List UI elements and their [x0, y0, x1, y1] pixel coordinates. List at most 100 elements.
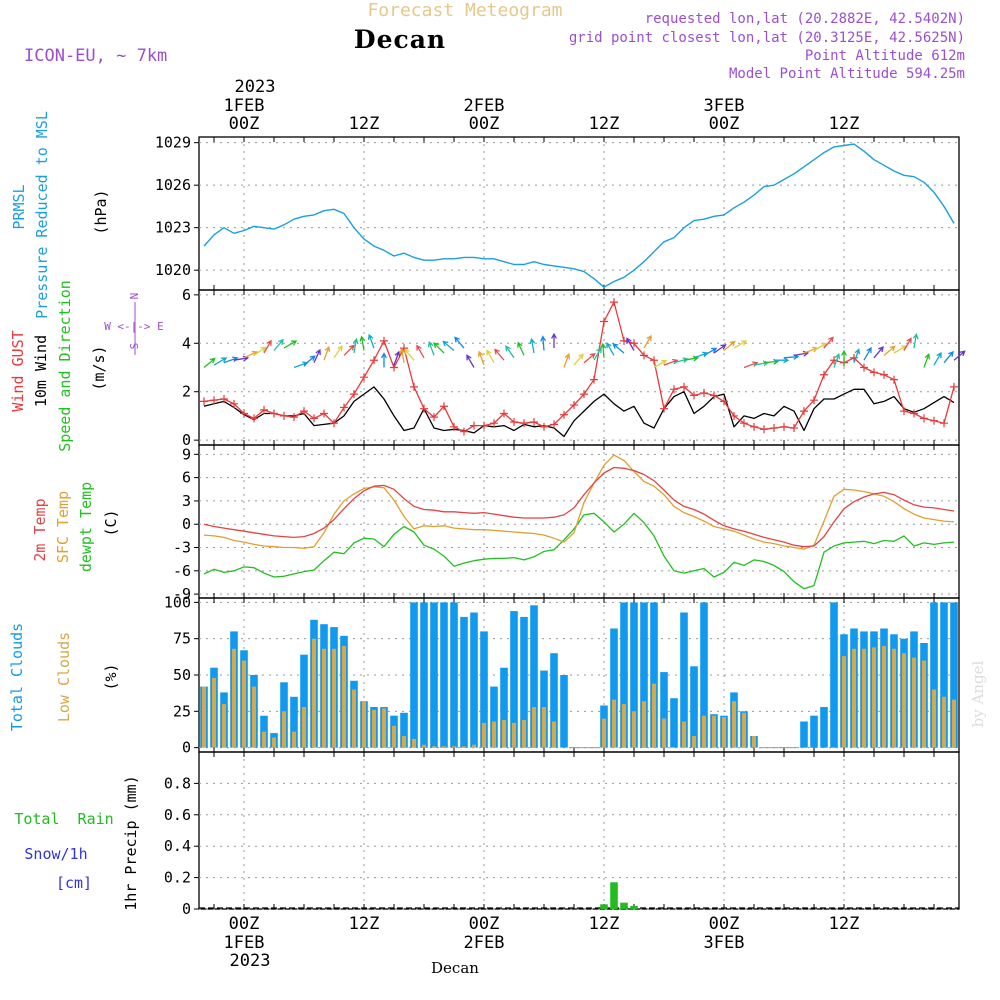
wind-direction-arrow	[912, 332, 919, 349]
total-cloud-bar	[490, 686, 498, 748]
total-cloud-bar	[290, 696, 298, 748]
low-cloud-bar	[532, 707, 536, 748]
low-cloud-bar	[362, 701, 366, 748]
top-hour-label: 00Z	[709, 114, 740, 134]
gust-marker	[690, 391, 698, 400]
low-cloud-bar	[442, 746, 446, 748]
low-cloud-bar	[312, 638, 316, 748]
gust-marker	[250, 414, 258, 423]
p5-label-unit: 1hr Precip (mm)	[122, 775, 140, 910]
total-cloud-bar	[530, 605, 538, 748]
total-cloud-bar	[690, 666, 698, 748]
low-cloud-bar	[222, 704, 226, 748]
panel-5: 0 0.2 0.4 0.6 0.8	[164, 751, 960, 918]
panel-3: 9 6 3 0 -3 -6 -9	[173, 444, 960, 603]
total-cloud-bar	[420, 602, 428, 748]
total-cloud-bar	[650, 602, 658, 748]
wind-direction-arrow	[333, 345, 343, 359]
gust-marker	[780, 422, 788, 431]
gust-marker	[680, 382, 688, 391]
panels: 1020 1023 1026 1029 0 2 4 6 9 6 3 0 -3 -6 -9 0 25 50 75 100…	[155, 134, 966, 918]
low-cloud-bar	[372, 709, 376, 748]
wind-direction-arrow	[823, 336, 834, 349]
low-cloud-bar	[382, 708, 386, 748]
wind-direction-arrow	[841, 349, 847, 366]
wind-direction-arrow	[612, 343, 625, 354]
y-tick-label: 0.2	[164, 869, 191, 887]
low-cloud-bar	[872, 647, 876, 748]
point-altitude: Point Altitude 612m	[805, 48, 965, 64]
low-cloud-bar	[652, 683, 656, 748]
y-tick-label: 0.4	[164, 837, 191, 855]
low-cloud-bar	[922, 660, 926, 748]
total-cloud-bar	[930, 602, 938, 748]
gust-marker	[770, 424, 778, 433]
wind-direction-arrow	[454, 336, 465, 349]
low-cloud-bar	[752, 736, 756, 748]
gust-marker	[710, 391, 718, 400]
top-hour-label: 00Z	[469, 114, 500, 134]
wind-direction-arrow	[466, 354, 475, 368]
gust-marker	[210, 396, 218, 405]
low-cloud-bar	[262, 731, 266, 748]
total-cloud-bar	[950, 602, 958, 748]
wind-direction-arrow	[404, 348, 415, 361]
wind-direction-arrow	[583, 352, 596, 364]
y-tick-label: 6	[182, 286, 191, 304]
y-tick-label: 0	[182, 431, 191, 449]
gust-marker	[240, 409, 248, 418]
t2m-line	[203, 466, 955, 548]
gust-marker	[260, 405, 268, 414]
gust-marker	[290, 413, 298, 422]
y-tick-label: 0.8	[164, 774, 191, 792]
low-cloud-bar	[402, 736, 406, 748]
wind-direction-arrow	[653, 359, 668, 369]
bottom-year: 2023	[230, 951, 271, 971]
low-cloud-bar	[702, 715, 706, 748]
gust-marker	[600, 317, 608, 326]
wind-direction-arrow	[486, 349, 495, 364]
total-cloud-bar	[610, 628, 618, 748]
total-cloud-bar	[500, 667, 508, 748]
y-tick-label: -6	[173, 562, 191, 580]
low-cloud-bar	[472, 744, 476, 748]
gust-marker	[340, 403, 348, 412]
rain-bar	[600, 904, 608, 909]
panel-1: 1020 1023 1026 1029	[155, 134, 960, 291]
y-tick-label: 1026	[155, 176, 191, 194]
y-tick-label: 1023	[155, 219, 191, 237]
total-cloud-bar	[830, 602, 838, 748]
y-tick-label: 9	[182, 445, 191, 463]
wind-direction-arrow	[367, 333, 375, 349]
wind-direction-arrow	[600, 342, 607, 358]
low-cloud-bar	[952, 699, 956, 748]
gust-marker	[800, 407, 808, 416]
requested-coords: requested lon,lat (20.2882E, 42.5402N)	[645, 11, 965, 27]
gust-marker	[350, 390, 358, 399]
gust-marker	[720, 397, 728, 406]
low-cloud-bar	[242, 660, 246, 748]
total-cloud-bar	[940, 602, 948, 748]
wind-direction-arrow	[283, 340, 298, 349]
top-hour-label: 12Z	[829, 114, 860, 134]
wind-direction-arrow	[683, 355, 700, 362]
gust-marker	[880, 370, 888, 379]
wind-direction-arrow	[903, 337, 912, 351]
gust-marker	[790, 424, 798, 433]
total-cloud-bar	[560, 675, 568, 748]
low-cloud-bar	[232, 648, 236, 748]
wind-direction-arrow	[793, 350, 810, 357]
gust-marker	[750, 422, 758, 431]
low-cloud-bar	[712, 715, 716, 748]
wind-direction-arrow	[393, 350, 401, 366]
y-tick-label: 6	[182, 469, 191, 487]
gust-marker	[700, 388, 708, 397]
wind-direction-arrow	[416, 344, 425, 359]
wind-direction-arrow	[933, 351, 942, 366]
low-cloud-bar	[612, 699, 616, 748]
panel-frame	[198, 751, 960, 910]
y-tick-label: 0.6	[164, 806, 191, 824]
panel-frame	[198, 136, 960, 291]
gust-marker	[570, 401, 578, 410]
